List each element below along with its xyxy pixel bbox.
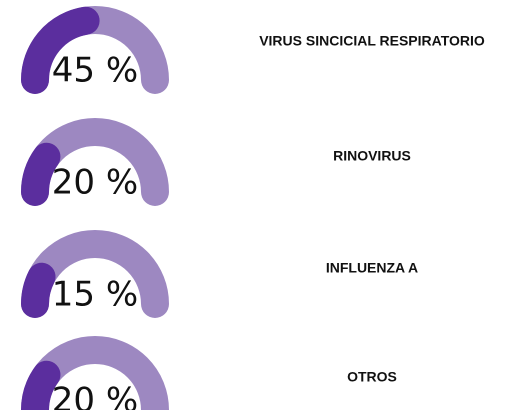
gauge-value-label: 20 %	[52, 381, 138, 410]
gauge-value	[21, 6, 100, 94]
gauge-value	[21, 142, 61, 206]
gauge-value-label: 15 %	[52, 275, 138, 315]
gauge-value	[21, 360, 61, 410]
gauge-title: RINOVIRUS	[333, 148, 411, 164]
gauge-title: VIRUS SINCICIAL RESPIRATORIO	[259, 33, 485, 49]
gauge-title: OTROS	[347, 369, 397, 385]
gauge-value-label: 20 %	[52, 163, 138, 203]
gauge-title: INFLUENZA A	[326, 260, 418, 276]
gauge-value	[21, 262, 56, 318]
gauge-value-label: 45 %	[52, 51, 138, 91]
